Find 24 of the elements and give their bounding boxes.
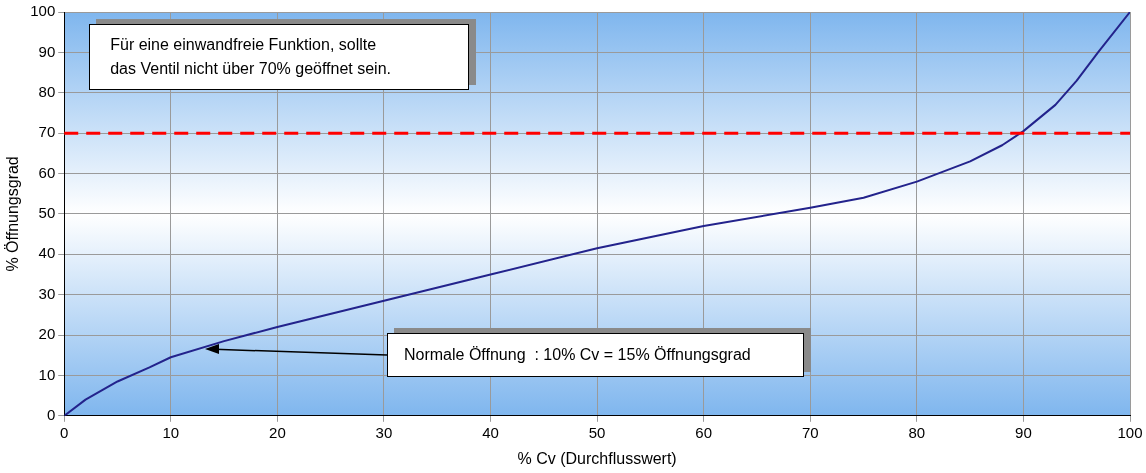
y-tick-label: 90 xyxy=(38,42,56,60)
y-tick-label: 80 xyxy=(38,82,56,100)
x-tick-label: 90 xyxy=(1015,423,1032,441)
y-tick-label: 100 xyxy=(30,2,56,20)
x-tick-label: 60 xyxy=(695,423,713,441)
x-tick-label: 0 xyxy=(60,423,69,441)
y-axis-title: % Öffnungsgrad xyxy=(4,156,22,272)
y-tick-label: 60 xyxy=(38,163,56,181)
y-tick-label: 30 xyxy=(38,284,56,302)
x-tick-label: 20 xyxy=(269,423,286,441)
y-tick-label: 0 xyxy=(46,405,56,423)
x-tick-label: 80 xyxy=(908,423,926,441)
x-tick-label: 40 xyxy=(482,423,499,441)
x-tick-label: 100 xyxy=(1117,423,1143,441)
x-tick-label: 50 xyxy=(588,423,606,441)
x-tick-label: 70 xyxy=(801,423,819,441)
y-tick-label: 20 xyxy=(38,325,56,343)
y-tick-label: 50 xyxy=(38,204,56,222)
x-axis-title: % Cv (Durchflusswert) xyxy=(517,449,677,467)
x-tick-label: 30 xyxy=(375,423,393,441)
x-tick-label: 10 xyxy=(162,423,180,441)
y-tick-label: 70 xyxy=(38,123,56,141)
y-tick-label: 40 xyxy=(38,244,56,262)
y-tick-label: 10 xyxy=(38,365,56,383)
